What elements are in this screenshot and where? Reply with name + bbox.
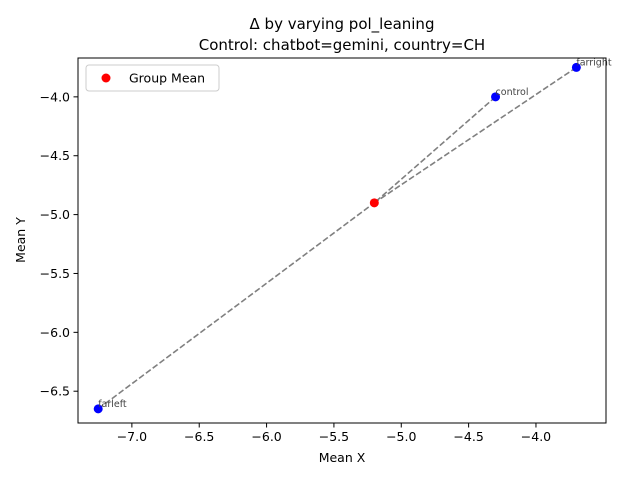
data-point-group-mean bbox=[369, 198, 379, 208]
y-axis-ticks: −4.0 −4.5 −5.0 −5.5 −6.0 −6.5 bbox=[40, 89, 78, 399]
y-tick-label: −4.5 bbox=[40, 148, 70, 163]
data-point-farleft bbox=[93, 404, 103, 414]
x-axis-ticks: −7.0 −6.5 −6.0 −5.5 −5.0 −4.5 −4.0 bbox=[117, 423, 551, 444]
x-tick-label: −5.0 bbox=[386, 429, 416, 444]
y-tick-label: −5.5 bbox=[40, 266, 70, 281]
connector-line-farleft bbox=[97, 202, 375, 410]
legend-label-group-mean: Group Mean bbox=[129, 71, 205, 86]
plot-area-frame bbox=[77, 57, 607, 424]
x-tick-label: −4.0 bbox=[521, 429, 551, 444]
y-tick-label: −6.5 bbox=[40, 384, 70, 399]
point-label-control: control bbox=[496, 87, 529, 98]
y-tick-label: −6.0 bbox=[40, 325, 70, 340]
x-tick-label: −4.5 bbox=[453, 429, 483, 444]
point-labels: farright control farleft bbox=[98, 57, 612, 409]
point-label-farleft: farleft bbox=[98, 399, 127, 410]
x-tick-label: −6.5 bbox=[184, 429, 214, 444]
connector-line-farright bbox=[373, 66, 577, 204]
chart-title-line1: Δ by varying pol_leaning bbox=[250, 15, 435, 34]
x-axis-title: Mean X bbox=[319, 450, 366, 465]
connector-line-control bbox=[373, 96, 497, 204]
point-label-farright: farright bbox=[576, 57, 612, 68]
x-tick-label: −5.5 bbox=[319, 429, 349, 444]
x-tick-label: −7.0 bbox=[117, 429, 147, 444]
data-point-farright bbox=[571, 62, 581, 72]
data-point-control bbox=[491, 92, 501, 102]
chart-title-line2: Control: chatbot=gemini, country=CH bbox=[199, 36, 485, 54]
y-axis-title: Mean Y bbox=[13, 217, 28, 263]
y-tick-label: −5.0 bbox=[40, 207, 70, 222]
y-tick-label: −4.0 bbox=[40, 89, 70, 104]
legend-marker-group-mean bbox=[101, 73, 111, 83]
legend-box bbox=[85, 64, 220, 92]
connector-lines bbox=[97, 66, 577, 410]
x-tick-label: −6.0 bbox=[251, 429, 281, 444]
legend: Group Mean bbox=[85, 64, 220, 92]
data-points bbox=[93, 62, 581, 414]
